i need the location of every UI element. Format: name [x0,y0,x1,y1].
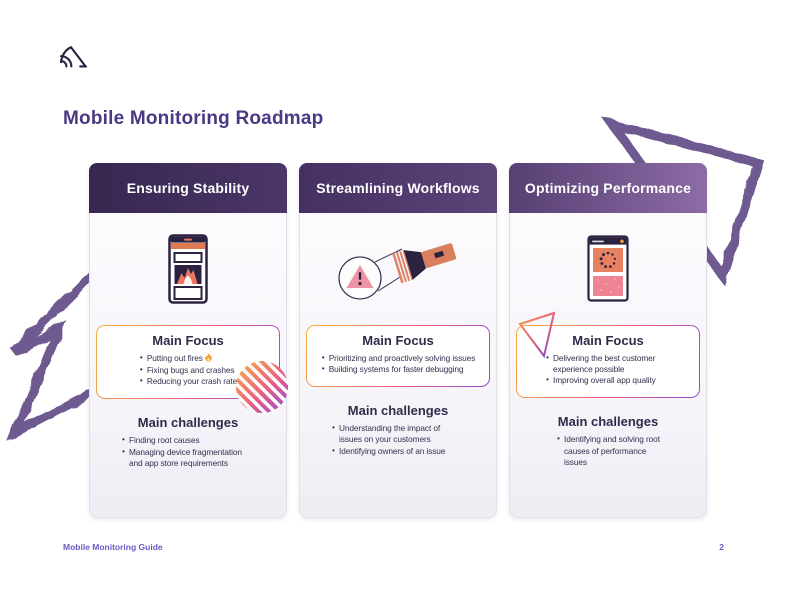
focus-bullet: Reducing your crash rate [139,375,237,387]
main-focus-bullets: Delivering the best customer experience … [545,352,671,387]
main-challenges-bullets: Finding root causes Managing device frag… [121,434,255,469]
sentry-logo [60,45,88,73]
main-challenges-section: Main challenges Understanding the impact… [300,403,496,458]
phone-on-fire-illustration [90,213,286,325]
main-focus-box: Main Focus Delivering the best customer … [516,325,700,398]
main-focus-title: Main Focus [572,333,644,348]
main-focus-box: Main Focus Putting out fires Fixing bugs… [96,325,288,414]
main-challenges-title: Main challenges [137,415,239,431]
challenge-bullet: Identifying owners of an issue [331,445,465,457]
card-header: Optimizing Performance [509,163,707,213]
focus-bullet: Improving overall app quality [545,374,671,386]
challenge-bullet: Managing device fragmentation and app st… [121,446,255,469]
main-focus-title: Main Focus [152,333,224,348]
main-challenges-bullets: Identifying and solving root causes of p… [556,433,660,468]
footer-doc-title: Mobile Monitoring Guide [63,542,163,552]
striped-gradient-circle [236,361,288,414]
main-challenges-section: Main challenges Finding root causes Mana… [90,415,286,470]
main-focus-bullets: Putting out fires Fixing bugs and crashe… [139,352,237,388]
focus-bullet: Delivering the best customer experience … [545,352,671,375]
challenge-bullet: Identifying and solving root causes of p… [556,433,660,468]
gradient-triangle-outline [518,311,556,359]
main-focus-box: Main Focus Prioritizing and proactively … [306,325,490,387]
challenge-bullet: Finding root causes [121,434,255,446]
card-header: Ensuring Stability [89,163,287,213]
focus-bullet: Building systems for faster debugging [321,363,476,375]
main-challenges-title: Main challenges [557,414,659,430]
focus-bullet: Putting out fires [139,352,237,365]
card-header: Streamlining Workflows [299,163,497,213]
main-challenges-bullets: Understanding the impact of issues on yo… [331,422,465,457]
main-challenges-section: Main challenges Identifying and solving … [510,414,706,469]
main-challenges-title: Main challenges [347,403,449,419]
footer-page-number: 2 [719,542,724,552]
main-focus-bullets: Prioritizing and proactively solving iss… [321,352,476,375]
page-title: Mobile Monitoring Roadmap [63,108,324,129]
focus-bullet: Prioritizing and proactively solving iss… [321,352,476,364]
challenge-bullet: Understanding the impact of issues on yo… [331,422,465,445]
card-streamlining-workflows: Streamlining Workflows [299,163,497,518]
card-ensuring-stability: Ensuring Stability Main Focus Putti [89,163,288,518]
fire-icon [204,353,212,365]
flashlight-warning-illustration [300,213,496,325]
focus-bullet: Fixing bugs and crashes [139,364,237,376]
card-optimizing-performance: Optimizing Performance [509,163,707,518]
roadmap-cards: Ensuring Stability Main Focus Putti [89,163,707,518]
main-focus-title: Main Focus [362,333,434,348]
